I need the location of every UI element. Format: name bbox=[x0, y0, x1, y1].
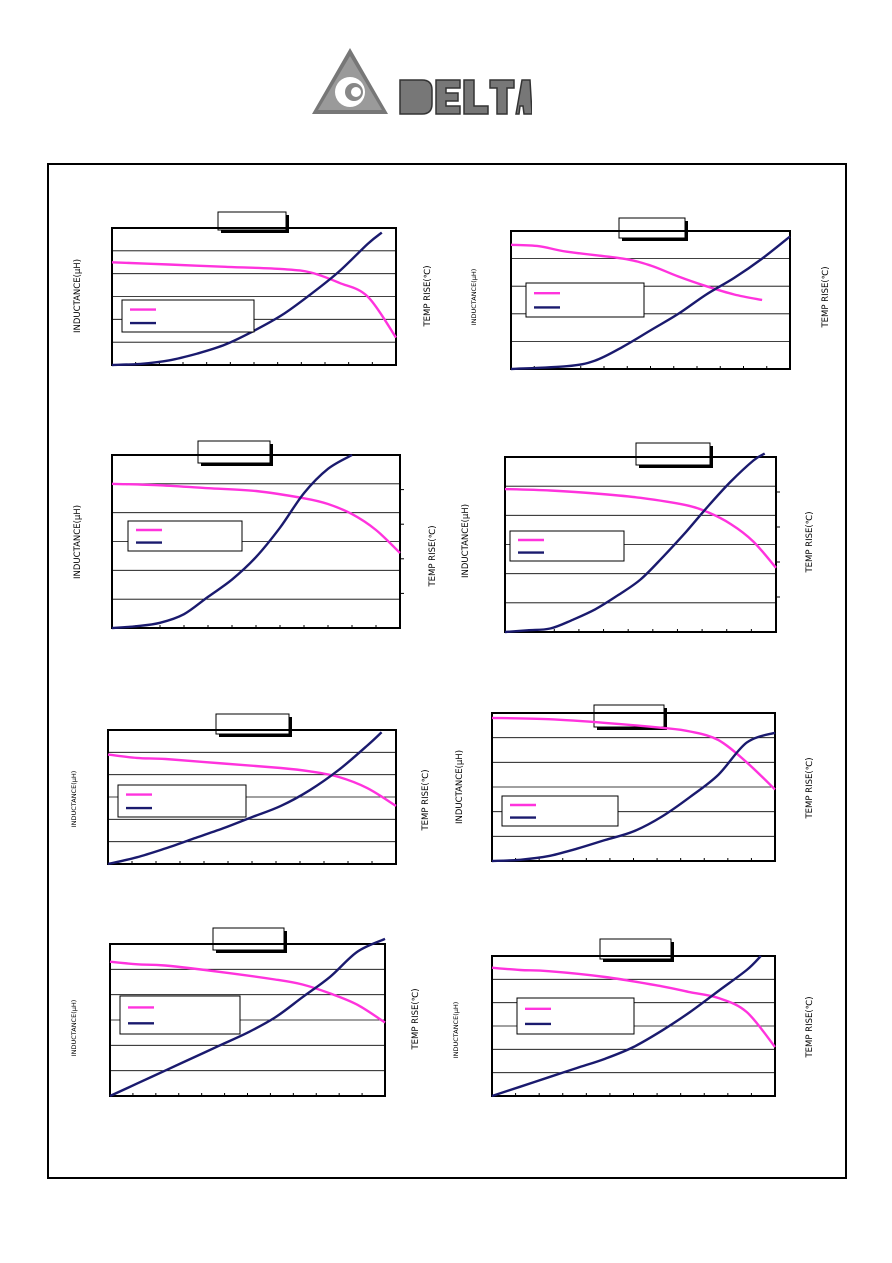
y2-axis-label: TEMP RISE(℃) bbox=[423, 265, 433, 327]
legend-box bbox=[525, 282, 645, 318]
y2-axis-label: TEMP RISE(℃) bbox=[805, 996, 815, 1058]
inductance-line bbox=[109, 960, 386, 1024]
legend-box bbox=[127, 520, 243, 552]
y-axis-label: INDUCTANCE(µH) bbox=[461, 504, 471, 578]
y-axis-label: INDUCTANCE(µH) bbox=[70, 1000, 78, 1057]
chart-4: INDUCTANCE(µH) TEMP RISE(℃) bbox=[461, 442, 815, 634]
temp-rise-line bbox=[510, 235, 791, 371]
delta-logo bbox=[312, 48, 532, 115]
chart-title-box bbox=[618, 217, 686, 239]
temp-rise-line bbox=[491, 955, 762, 1098]
inductance-line bbox=[491, 966, 776, 1048]
chart-title-box bbox=[197, 440, 271, 464]
inductance-line bbox=[111, 261, 397, 339]
temp-rise-line bbox=[111, 453, 353, 630]
chart-title-box bbox=[593, 704, 665, 728]
inductance-line bbox=[510, 243, 763, 302]
chart-2: INDUCTANCE(µH) TEMP RISE(℃) bbox=[470, 217, 831, 371]
legend-box bbox=[501, 795, 619, 827]
y-axis-label: INDUCTANCE(µH) bbox=[452, 1002, 460, 1059]
legend-box bbox=[119, 995, 241, 1035]
chart-title-box bbox=[599, 938, 672, 960]
y2-axis-label: TEMP RISE(℃) bbox=[428, 525, 438, 587]
chart-title-box bbox=[635, 442, 711, 466]
chart-1: INDUCTANCE(µH) TEMP RISE(℃) bbox=[73, 211, 433, 367]
y2-axis-label: TEMP RISE(℃) bbox=[421, 769, 431, 831]
y-axis-label: INDUCTANCE(µH) bbox=[73, 259, 83, 333]
y-axis-label: INDUCTANCE(µH) bbox=[70, 771, 78, 828]
legend-box bbox=[516, 997, 635, 1035]
inductance-line bbox=[111, 482, 401, 554]
y-axis-label: INDUCTANCE(µH) bbox=[455, 750, 465, 824]
y-axis-label: INDUCTANCE(µH) bbox=[470, 269, 478, 326]
chart-title-box bbox=[212, 927, 285, 951]
inductance-line bbox=[107, 753, 397, 807]
charts-frame bbox=[47, 163, 847, 1179]
chart-8: INDUCTANCE(µH) TEMP RISE(℃) bbox=[452, 938, 815, 1098]
chart-7: INDUCTANCE(µH) TEMP RISE(℃) bbox=[70, 927, 421, 1098]
temp-rise-line bbox=[107, 731, 383, 866]
chart-3: INDUCTANCE(µH) TEMP RISE(℃) bbox=[73, 440, 438, 630]
delta-triangle-icon bbox=[312, 48, 388, 114]
temp-rise-line bbox=[109, 937, 386, 1098]
plot-area bbox=[504, 456, 777, 633]
delta-wordmark bbox=[399, 79, 532, 115]
legend-box bbox=[117, 784, 247, 818]
temp-rise-line bbox=[504, 452, 766, 634]
legend-box bbox=[509, 530, 625, 562]
y-axis-label: INDUCTANCE(µH) bbox=[73, 505, 83, 579]
y2-axis-label: TEMP RISE(℃) bbox=[821, 266, 831, 328]
legend-box bbox=[121, 299, 255, 333]
y2-axis-label: TEMP RISE(℃) bbox=[411, 988, 421, 1050]
chart-title-box bbox=[217, 211, 287, 231]
y2-axis-label: TEMP RISE(℃) bbox=[805, 757, 815, 819]
temp-rise-line bbox=[111, 231, 383, 367]
inductance-line bbox=[491, 716, 776, 791]
chart-5: INDUCTANCE(µH) TEMP RISE(℃) bbox=[70, 713, 431, 866]
chart-6: INDUCTANCE(µH) TEMP RISE(℃) bbox=[455, 704, 815, 863]
inductance-line bbox=[504, 487, 777, 569]
temp-rise-line bbox=[491, 731, 776, 863]
y2-axis-label: TEMP RISE(℃) bbox=[805, 511, 815, 573]
